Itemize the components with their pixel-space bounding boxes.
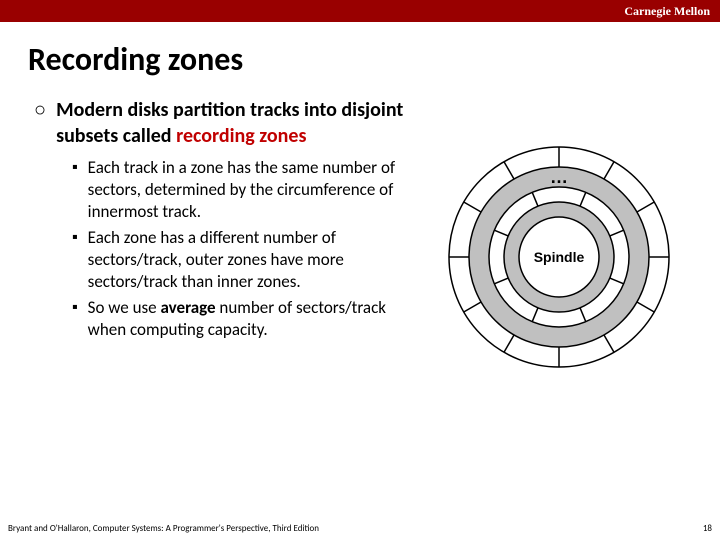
sub-bullet: ▪ So we use average number of sectors/tr… bbox=[72, 297, 414, 341]
spindle-label: Spindle bbox=[534, 249, 585, 265]
sub-bullet-list: ▪ Each track in a zone has the same numb… bbox=[72, 157, 414, 341]
main-bullet-highlight: recording zones bbox=[176, 124, 306, 148]
main-bullet: ○ Modern disks partition tracks into dis… bbox=[34, 97, 414, 149]
bullet-square: ▪ bbox=[72, 227, 78, 249]
slide-title: Recording zones bbox=[28, 40, 720, 79]
header-bar: Carnegie Mellon bbox=[0, 0, 720, 22]
diagram-column: Spindle … bbox=[414, 97, 720, 345]
content-row: ○ Modern disks partition tracks into dis… bbox=[0, 97, 720, 345]
disk-zones-diagram: Spindle … bbox=[444, 127, 684, 387]
bullet-square: ▪ bbox=[72, 157, 78, 179]
bullet-square: ▪ bbox=[72, 297, 78, 319]
sub-bullet-text: Each track in a zone has the same number… bbox=[88, 157, 414, 223]
bullet-hollow-circle: ○ bbox=[34, 97, 46, 123]
bold-average: average bbox=[160, 297, 215, 318]
footer: Bryant and O'Hallaron, Computer Systems:… bbox=[8, 523, 712, 534]
footer-left: Bryant and O'Hallaron, Computer Systems:… bbox=[8, 523, 319, 534]
sub-bullet-text: Each zone has a different number of sect… bbox=[88, 227, 414, 293]
ellipsis-icon: … bbox=[550, 167, 568, 187]
text-column: ○ Modern disks partition tracks into dis… bbox=[34, 97, 414, 345]
sub-bullet-text: So we use average number of sectors/trac… bbox=[88, 297, 414, 341]
sub-bullet: ▪ Each zone has a different number of se… bbox=[72, 227, 414, 293]
header-label: Carnegie Mellon bbox=[624, 4, 710, 19]
footer-page-number: 18 bbox=[703, 523, 712, 534]
main-bullet-text: Modern disks partition tracks into disjo… bbox=[56, 97, 414, 149]
sub-bullet: ▪ Each track in a zone has the same numb… bbox=[72, 157, 414, 223]
